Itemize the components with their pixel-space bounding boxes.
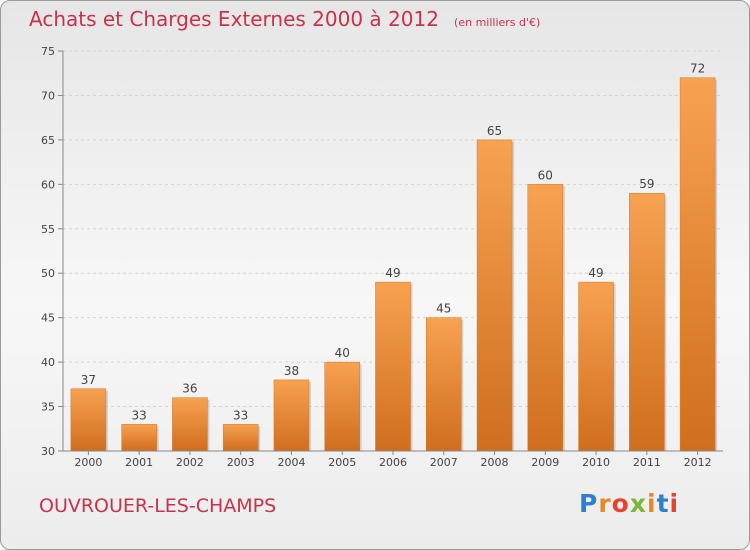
x-tick-label: 2000 — [74, 456, 102, 469]
y-tick-label: 45 — [41, 312, 55, 325]
bar-2010 — [578, 281, 614, 452]
logo-letter: o — [611, 489, 630, 518]
logo-letter: x — [629, 489, 647, 518]
bar-2006 — [375, 281, 411, 452]
bar-2004 — [273, 379, 310, 452]
bar-2005 — [324, 361, 360, 452]
value-label: 60 — [538, 168, 553, 182]
x-tick-label: 2007 — [430, 456, 458, 469]
y-tick-label: 60 — [41, 178, 55, 191]
logo-letter: t — [656, 489, 670, 518]
y-tick-label: 75 — [41, 45, 55, 58]
bar-2011 — [629, 192, 665, 452]
logo-letter: i — [647, 489, 657, 518]
logo-letter: i — [669, 489, 680, 518]
x-tick-label: 2010 — [582, 456, 610, 469]
bar-2003 — [222, 424, 259, 452]
y-tick-label: 50 — [41, 267, 55, 280]
bar-2002 — [172, 397, 208, 452]
y-tick-label: 70 — [41, 89, 55, 102]
bar-2007 — [426, 317, 462, 452]
value-label: 45 — [436, 302, 451, 316]
y-tick-label: 55 — [41, 223, 55, 236]
x-tick-label: 2003 — [227, 456, 255, 469]
y-tick-label: 65 — [41, 134, 55, 147]
title-block: Achats et Charges Externes 2000 à 2012 (… — [29, 7, 540, 31]
bar-2008 — [476, 139, 513, 452]
value-label: 49 — [588, 266, 603, 280]
value-label: 40 — [335, 346, 350, 360]
value-label: 49 — [385, 266, 400, 280]
value-label: 33 — [132, 408, 147, 422]
x-tick-label: 2002 — [176, 456, 204, 469]
value-label: 33 — [233, 408, 248, 422]
chart-subtitle: (en milliers d'€) — [454, 16, 541, 29]
y-tick-label: 35 — [41, 401, 55, 414]
city-name: OUVROUER-LES-CHAMPS — [39, 495, 277, 517]
x-tick-label: 2001 — [125, 456, 153, 469]
bar-2000 — [70, 388, 107, 452]
x-tick-label: 2005 — [328, 456, 356, 469]
x-tick-label: 2004 — [277, 456, 305, 469]
value-label: 65 — [487, 124, 502, 138]
value-label: 38 — [284, 364, 299, 378]
logo-letter: P — [579, 489, 599, 518]
bar-2012 — [679, 77, 716, 452]
proxiti-logo: Proxiti — [579, 489, 679, 518]
logo-letter: r — [598, 489, 612, 518]
y-tick-label: 40 — [41, 356, 55, 369]
y-tick-label: 30 — [41, 445, 55, 458]
value-label: 59 — [639, 177, 654, 191]
x-tick-label: 2006 — [379, 456, 407, 469]
x-tick-label: 2008 — [481, 456, 509, 469]
value-label: 72 — [690, 62, 705, 76]
value-label: 37 — [81, 373, 96, 387]
x-tick-label: 2012 — [684, 456, 712, 469]
x-tick-label: 2011 — [633, 456, 661, 469]
x-tick-label: 2009 — [531, 456, 559, 469]
chart-title: Achats et Charges Externes 2000 à 2012 — [29, 7, 439, 31]
bar-2001 — [121, 424, 157, 452]
value-label: 36 — [182, 382, 197, 396]
bar-2009 — [527, 184, 564, 452]
